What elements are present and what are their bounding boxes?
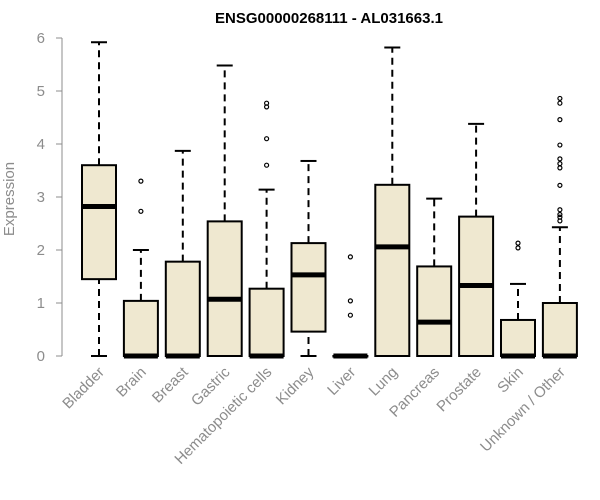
box-body [81,164,117,281]
boxes-group [81,41,578,359]
box-body [122,299,159,358]
x-tick-label: Skin [494,364,527,397]
outlier-point [557,182,563,188]
y-tick-label: 0 [37,348,45,365]
box-lung [374,46,411,357]
outlier-point [347,254,353,260]
x-tick-label: Prostate [433,364,485,416]
box-body [164,260,201,357]
x-tick-label: Liver [324,364,359,399]
box-body [416,265,453,357]
outlier-point [515,240,521,246]
chart-title: ENSG00000268111 - AL031663.1 [215,10,443,27]
box-gastric [206,64,243,357]
box-prostate [458,122,495,357]
outlier-point [347,298,353,304]
y-tick-label: 1 [37,295,45,312]
y-tick-label: 6 [37,30,45,47]
box-kidney [290,159,327,357]
box-hematopoietic-cells [248,100,285,359]
outlier-point [557,161,563,167]
box-brain [122,178,159,359]
box-breast [164,149,201,359]
outlier-point [557,117,563,123]
outlier-point [264,136,270,142]
x-tick-label: Brain [113,364,150,401]
box-body [374,183,411,357]
outlier-point [557,95,563,102]
y-tick-label: 4 [37,136,45,153]
y-tick-label: 2 [37,242,45,259]
y-tick-label: 5 [37,83,45,100]
x-tick-label: Lung [366,364,402,400]
outlier-point [557,165,563,171]
outlier-point [264,162,270,168]
outlier-point [515,245,521,251]
x-tick-label: Breast [149,363,192,406]
box-body [500,318,536,357]
outlier-point [138,178,144,184]
box-pancreas [416,197,453,357]
x-tick-label: Kidney [273,363,318,408]
outlier-point [557,214,563,220]
y-axis: 0 1 2 3 4 5 6 [37,30,63,365]
outlier-point [557,142,563,148]
y-tick-label: 3 [37,189,45,206]
box-skin [500,240,536,359]
box-body [541,302,578,357]
box-liver [332,254,369,359]
x-tick-label: Bladder [59,364,108,413]
outlier-point [557,211,563,218]
box-body [206,220,243,357]
outlier-point [557,100,563,106]
outlier-point [557,156,563,162]
box-body [290,242,327,333]
box-bladder [81,41,117,357]
y-axis-label: Expression [1,162,18,236]
outlier-point [347,312,353,318]
outlier-point [138,208,144,214]
outlier-point [264,100,270,106]
outlier-point [557,207,563,213]
box-body [248,287,285,357]
box-unknown-other [541,95,578,359]
